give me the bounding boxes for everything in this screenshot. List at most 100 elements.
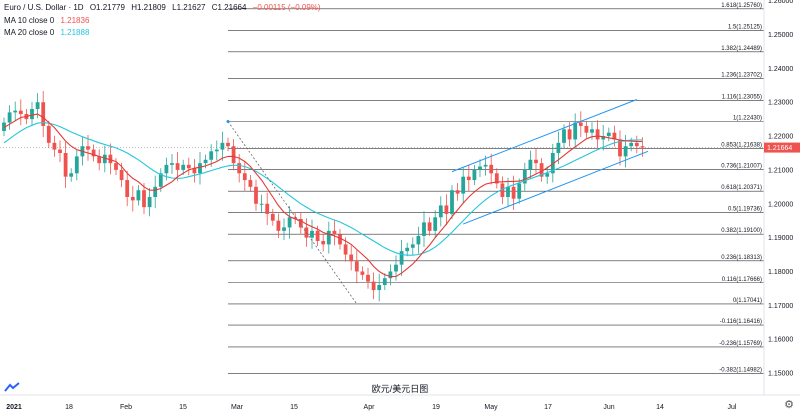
price-tick-label: 1.18000 (768, 269, 793, 276)
time-axis[interactable]: 2021 18 Feb 15 Mar 15 Apr 19 May 17 Jun 14 Jul (0, 394, 800, 411)
candle-body (91, 149, 96, 157)
time-tick-label: 2021 (6, 404, 22, 411)
candle-body (438, 205, 443, 218)
candle-body (41, 102, 46, 126)
time-tick-label: Apr (364, 404, 376, 411)
candle-body (332, 230, 337, 235)
candle-body (606, 132, 611, 137)
candle-body (427, 222, 432, 231)
candle-body (382, 278, 387, 285)
candle-body (578, 122, 583, 126)
candle-body (494, 173, 499, 184)
ma20-legend[interactable]: MA 20 close 0 1.21888 (4, 28, 93, 37)
candle-body (248, 180, 253, 187)
candle-body (545, 173, 550, 177)
ma10-line (3, 113, 643, 278)
candle-body (125, 180, 130, 197)
price-tick-label: 1.21000 (768, 167, 793, 174)
candle-body (97, 156, 102, 164)
price-tick-label: 1.15000 (768, 370, 793, 377)
candle-body (455, 190, 460, 194)
candle-body (310, 230, 314, 238)
price-tick-label: 1.23000 (768, 100, 793, 107)
fib-label: 0.116(1.17666) (722, 277, 762, 283)
ohlc-high: H1.21809 (131, 3, 166, 12)
fib-label: 1(1.22430) (733, 116, 762, 122)
candle-body (203, 159, 208, 164)
fib-anchor-point (226, 120, 230, 124)
price-tick-label: 1.20000 (768, 201, 793, 208)
candle-body (388, 271, 393, 279)
candle-body (58, 149, 62, 153)
candle-body (640, 146, 645, 148)
candle-body (321, 240, 326, 245)
tradingview-logo-icon[interactable] (4, 382, 20, 392)
fib-label: 1.5(1.25125) (728, 24, 762, 30)
candle-body (13, 110, 18, 113)
candle-body (366, 274, 370, 282)
candle-body (539, 163, 544, 177)
price-tick-label: 1.22000 (768, 134, 793, 141)
price-tick-label: 1.19000 (768, 235, 793, 242)
symbol-title[interactable]: Euro / U.S. Dollar · 1D (4, 3, 84, 12)
candle-body (74, 156, 79, 174)
candle-body (242, 173, 247, 181)
price-tick-label: 1.16000 (768, 337, 793, 344)
time-tick-label: 15 (179, 404, 187, 411)
candle-body (394, 264, 398, 272)
ma20-label: MA 20 close 0 (4, 28, 55, 37)
channel-lower-line (463, 150, 649, 225)
candlesticks (2, 91, 645, 302)
candle-body (634, 142, 639, 147)
fib-label: 0(1.17041) (733, 298, 762, 304)
trend-drawings[interactable] (226, 99, 649, 305)
candle-body (472, 169, 477, 181)
candle-body (102, 154, 107, 164)
price-axis[interactable]: 1.26000 1.25000 1.24000 1.23000 1.22000 1.210… (763, 0, 800, 395)
channel-upper-line (451, 99, 637, 173)
candle-body (528, 159, 533, 170)
time-tick-label: Feb (120, 404, 132, 411)
ohlc-open: O1.21779 (89, 3, 125, 12)
moving-averages (3, 113, 643, 278)
ma10-legend[interactable]: MA 10 close 0 1.21836 (4, 16, 93, 25)
candle-body (270, 213, 275, 221)
candle-body (315, 230, 320, 241)
ma10-value: 1.21836 (60, 16, 90, 25)
candle-body (466, 176, 471, 181)
candle-body (618, 139, 622, 157)
gear-icon[interactable]: ⚙ (784, 399, 794, 411)
candle-body (483, 164, 488, 167)
candle-body (354, 261, 359, 272)
candle-body (136, 190, 141, 201)
candle-body (500, 183, 505, 197)
fib-label: 1.618(1.25760) (721, 3, 762, 9)
candle-body (226, 142, 230, 147)
fib-label: 1.236(1.23702) (721, 72, 762, 78)
fib-label: 1.382(1.24489) (721, 46, 762, 52)
fib-label: 0.736(1.21007) (721, 164, 762, 170)
price-tick-label: 1.26000 (768, 0, 793, 5)
candle-body (254, 186, 258, 204)
candle-body (416, 235, 421, 245)
last-price-badge (764, 142, 800, 153)
ma20-line (3, 121, 643, 256)
candle-body (506, 186, 510, 197)
fib-trend-line (227, 121, 358, 305)
candle-body (343, 244, 348, 255)
candle-body (259, 203, 264, 205)
time-tick-label: Jul (728, 404, 737, 411)
candle-body (108, 154, 113, 164)
fib-label: -0.116(1.16416) (720, 319, 762, 325)
candle-body (422, 222, 426, 236)
candle-body (7, 112, 12, 123)
price-change: −0.00115 (−0.09%) (252, 3, 321, 12)
time-tick-label: 15 (290, 404, 298, 411)
fib-label: -0.236(1.15769) (719, 341, 762, 347)
ma10-label: MA 10 close 0 (4, 16, 55, 25)
candle-body (567, 129, 572, 140)
candle-body (147, 196, 152, 208)
fibonacci-levels[interactable]: 1.618(1.25760) 1.5(1.25125) 1.382(1.24489)… (0, 3, 764, 374)
candle-body (562, 129, 566, 143)
